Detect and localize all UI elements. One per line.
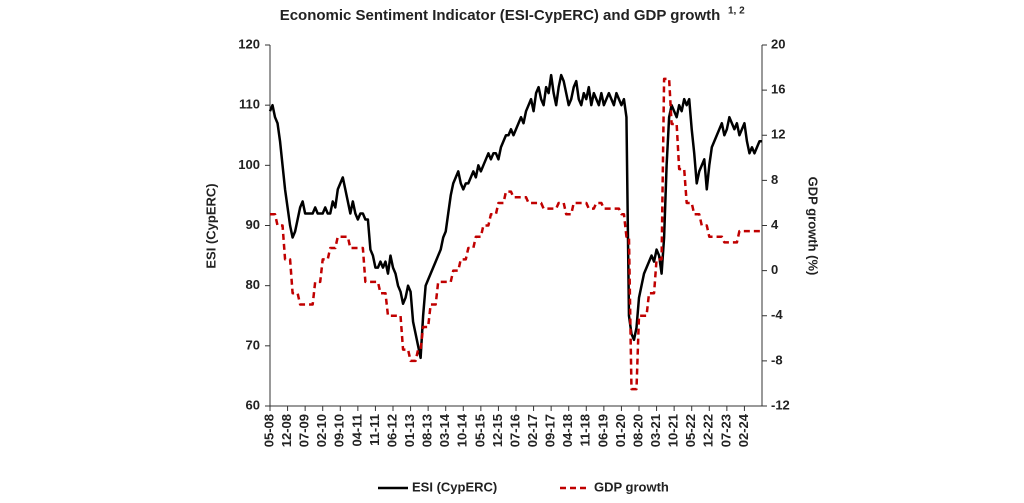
y2-tick-label: -4	[771, 307, 783, 322]
x-tick-label: 05-08	[261, 414, 276, 447]
y2-tick-label: 0	[771, 262, 778, 277]
x-tick-label: 02-17	[525, 414, 540, 447]
x-tick-label: 02-24	[736, 413, 751, 447]
x-tick-label: 11-18	[578, 414, 593, 447]
legend-label: ESI (CypERC)	[412, 479, 497, 494]
y2-tick-label: -8	[771, 352, 783, 367]
x-tick-label: 06-19	[595, 414, 610, 447]
x-tick-label: 05-22	[683, 414, 698, 447]
y2-tick-label: 8	[771, 172, 778, 187]
x-tick-label: 04-18	[560, 414, 575, 447]
series-line	[270, 77, 762, 391]
y2-tick-label: 20	[771, 36, 785, 51]
x-tick-label: 12-15	[490, 414, 505, 447]
y2-axis-label: GDP growth (%)	[806, 177, 821, 276]
y-tick-label: 120	[238, 36, 260, 51]
x-tick-label: 12-22	[701, 414, 716, 447]
x-tick-label: 08-20	[630, 414, 645, 447]
x-tick-label: 10-21	[666, 414, 681, 447]
series-line	[268, 73, 762, 360]
y-tick-label: 80	[246, 277, 260, 292]
y2-tick-label: 16	[771, 82, 785, 97]
y-tick-label: 100	[238, 157, 260, 172]
x-tick-label: 11-11	[367, 414, 382, 446]
y2-tick-label: 4	[771, 217, 779, 232]
y-tick-label: 60	[246, 397, 260, 412]
y-axis-label: ESI (CypERC)	[203, 183, 218, 268]
x-tick-label: 05-15	[472, 414, 487, 447]
x-tick-label: 02-10	[314, 414, 329, 447]
x-tick-label: 10-14	[455, 413, 470, 447]
x-tick-label: 07-23	[718, 414, 733, 447]
y-tick-label: 70	[246, 337, 260, 352]
y-tick-label: 90	[246, 217, 260, 232]
x-tick-label: 06-12	[384, 414, 399, 447]
x-tick-label: 01-20	[613, 414, 628, 447]
x-tick-label: 07-09	[297, 414, 312, 447]
x-tick-label: 01-13	[402, 414, 417, 447]
y2-tick-label: 12	[771, 127, 785, 142]
title-note: 1, 2	[728, 6, 745, 17]
x-tick-label: 09-10	[332, 414, 347, 447]
y2-tick-label: -12	[771, 397, 790, 412]
x-tick-label: 12-08	[279, 414, 294, 447]
x-tick-label: 03-14	[437, 413, 452, 447]
x-tick-label: 03-21	[648, 414, 663, 447]
y-tick-label: 110	[239, 97, 260, 112]
x-tick-label: 04-11	[349, 414, 364, 447]
x-tick-label: 07-16	[507, 414, 522, 447]
x-tick-label: 09-17	[543, 414, 558, 447]
legend-label: GDP growth	[594, 479, 669, 494]
chart-title: Economic Sentiment Indicator (ESI-CypERC…	[280, 7, 721, 24]
x-tick-label: 08-13	[420, 414, 435, 447]
